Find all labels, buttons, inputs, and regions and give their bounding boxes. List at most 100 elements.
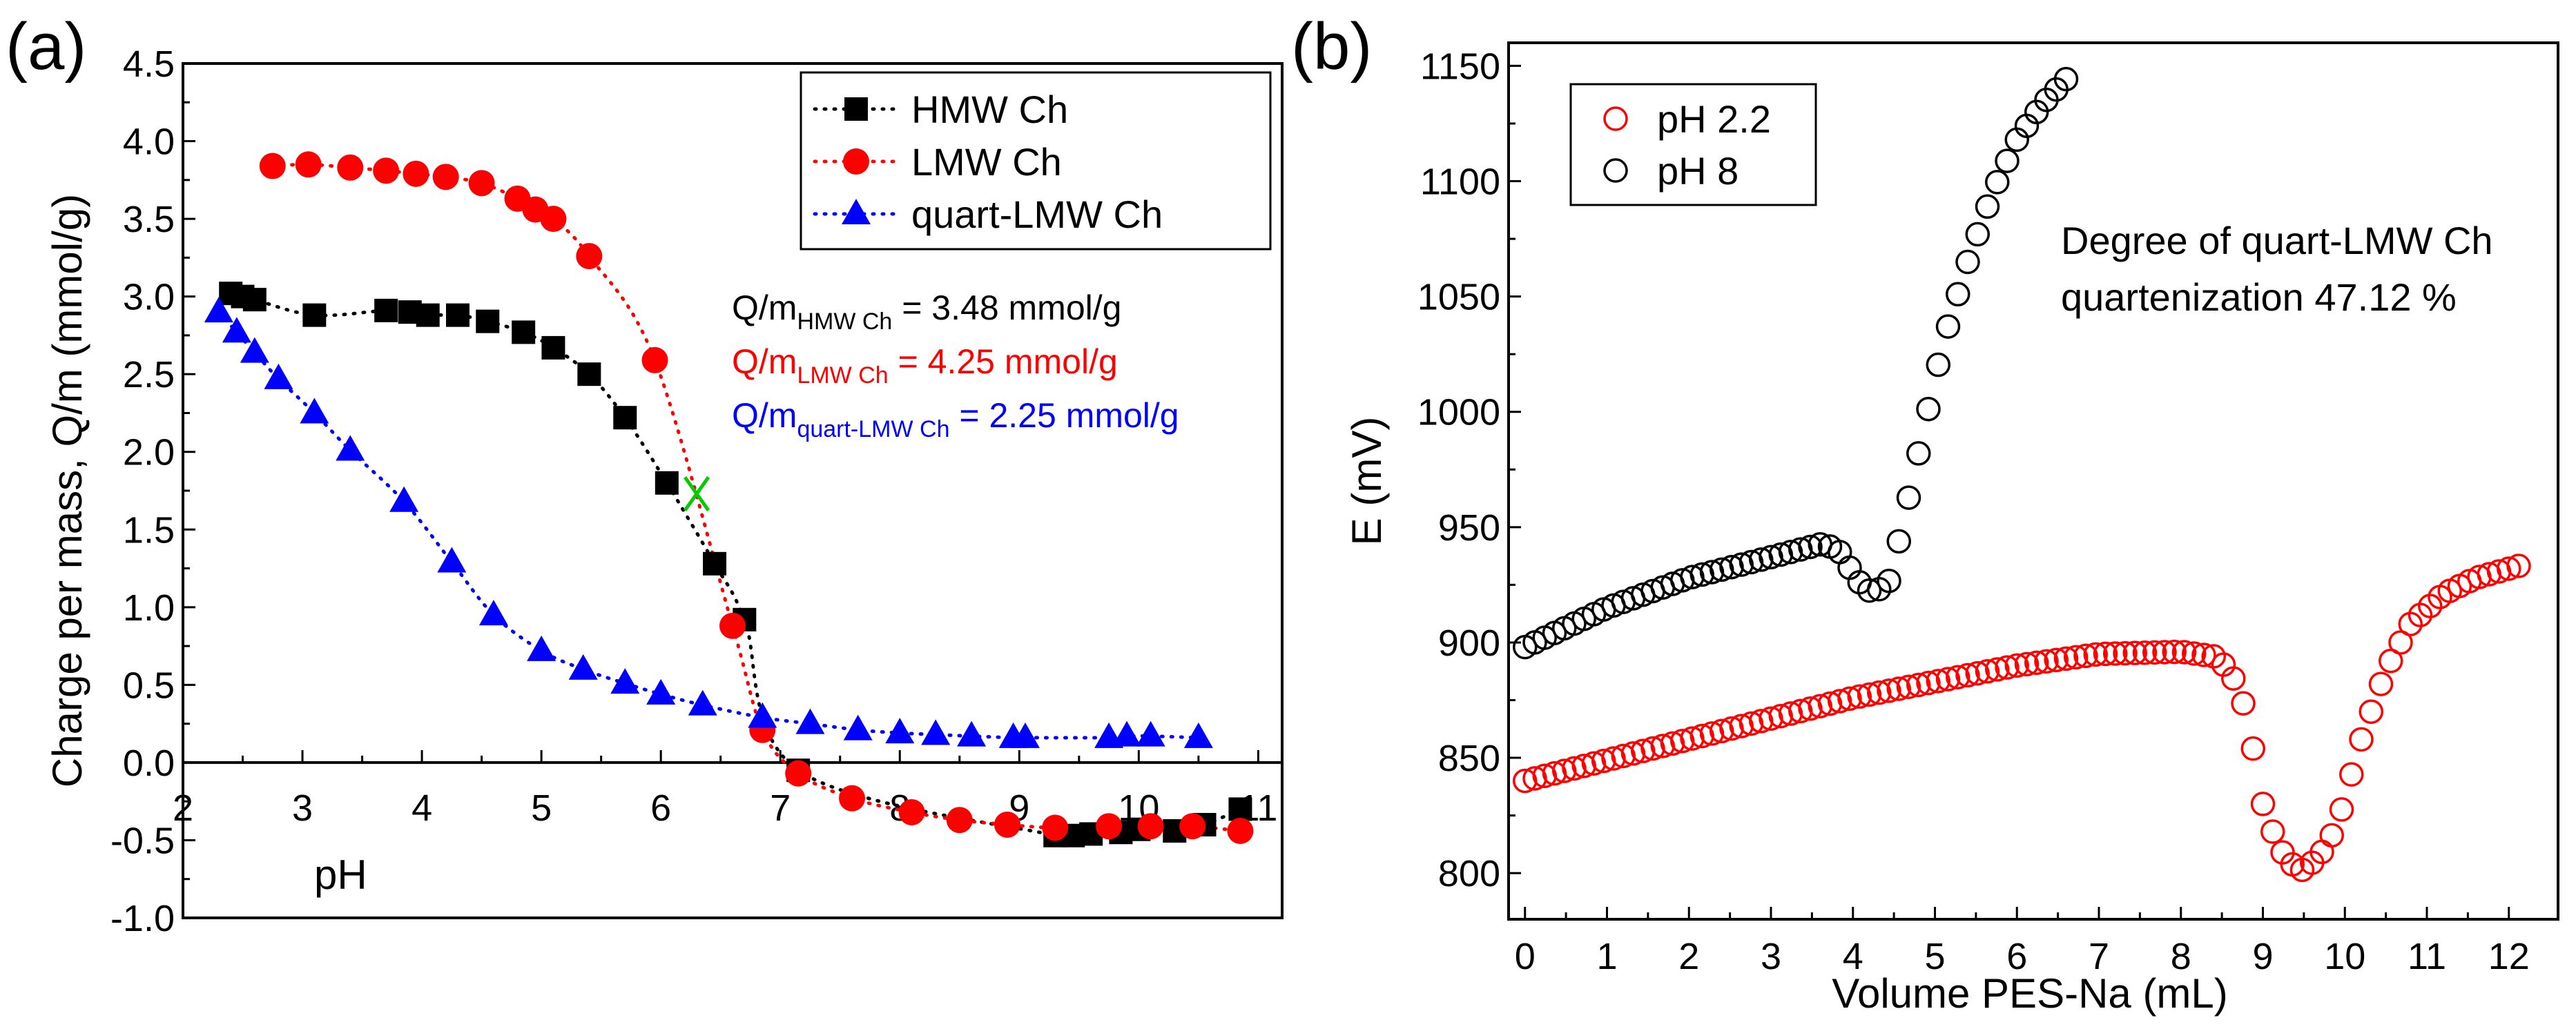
data-point-a-1: [1227, 817, 1254, 844]
y-tick-label-a: 3.0: [123, 277, 175, 318]
data-point-b-0: [2044, 647, 2069, 673]
data-point-b-0: [1886, 676, 1911, 701]
charge-annotation-prefix: Q/m: [732, 396, 797, 435]
y-tick-label-a: 3.5: [123, 199, 175, 240]
chart-b: E (mV) Volume PES-Na (mL) 80085090095010…: [1344, 41, 2559, 1017]
data-point-a-1: [259, 153, 286, 179]
data-point-b-0: [1975, 659, 2000, 684]
data-point-a-1: [839, 785, 866, 812]
data-point-a-2: [610, 668, 640, 694]
y-tick-label-a: -1.0: [110, 898, 175, 939]
data-point-b-1: [1896, 485, 1921, 510]
y-tick-label-a: 4.5: [123, 43, 175, 85]
x-tick-label-a: 7: [770, 787, 791, 829]
y-tick-label-b: 900: [1438, 623, 1500, 664]
legend-label-b: pH 8: [1657, 149, 1739, 193]
data-point-b-0: [2064, 645, 2089, 670]
charge-annotation: Q/mHMW Ch = 3.48 mmol/g: [732, 288, 1121, 335]
data-point-b-0: [2083, 642, 2108, 667]
plot-area-b: [1507, 41, 2559, 921]
data-point-b-1: [1798, 534, 1823, 560]
chart-a: Charge per mass, Q/m (mmol/g) pH -1.0 -0.…: [44, 43, 1284, 939]
data-point-b-0: [2182, 641, 2207, 666]
charge-annotation-sub: HMW Ch: [797, 308, 892, 335]
legend-marker-a: [843, 148, 869, 175]
data-point-b-0: [2152, 640, 2177, 665]
data-point-b-0: [2142, 640, 2167, 665]
data-point-b-1: [1877, 568, 1901, 594]
y-tick-label-a: 1.0: [123, 587, 175, 629]
data-point-b-0: [2191, 643, 2216, 667]
data-point-a-2: [264, 363, 293, 389]
data-point-b-1: [1935, 314, 1961, 339]
legend-label-b: pH 2.2: [1657, 97, 1771, 141]
x-tick-label-b: 4: [1843, 936, 1863, 977]
data-point-b-0: [2329, 797, 2354, 822]
data-point-a-1: [994, 811, 1020, 838]
data-point-b-0: [2359, 699, 2383, 724]
data-point-a-1: [403, 160, 429, 187]
x-tick-label-b: 7: [2089, 936, 2109, 977]
y-axis-label-a: Charge per mass, Q/m (mmol/g): [44, 194, 90, 787]
y-tick-label-b: 1000: [1417, 392, 1500, 433]
data-point-b-0: [1847, 684, 1872, 709]
y-tick-label-a: -0.5: [110, 820, 175, 861]
data-point-a-1: [576, 243, 603, 270]
data-point-b-1: [1916, 396, 1941, 422]
x-tick-label-a: 5: [531, 787, 552, 829]
data-point-a-2: [204, 297, 233, 323]
data-point-a-0: [541, 335, 565, 360]
data-point-b-0: [2004, 653, 2029, 678]
legend-label-a: LMW Ch: [911, 140, 1062, 184]
data-point-b-1: [2053, 66, 2079, 92]
data-point-b-0: [2349, 727, 2374, 752]
x-tick-label-b: 8: [2171, 936, 2191, 977]
data-point-a-0: [416, 303, 440, 327]
data-point-b-0: [2053, 646, 2079, 672]
legend-box-b: [1569, 83, 1817, 206]
data-point-a-1: [946, 807, 973, 834]
data-point-a-2: [1010, 722, 1040, 748]
degree-annotation: Degree of quart-LMW Ch: [2061, 219, 2493, 262]
x-tick-label-b: 3: [1761, 936, 1781, 977]
charge-annotation-suffix: = 3.48 mmol/g: [892, 288, 1121, 327]
data-point-a-1: [1096, 813, 1123, 840]
data-point-b-1: [1926, 352, 1950, 378]
data-point-b-0: [2221, 666, 2246, 691]
y-tick-label-a: 2.5: [123, 354, 175, 395]
data-point-a-1: [337, 154, 364, 181]
data-point-b-0: [2379, 648, 2403, 674]
legend-marker-a: [842, 199, 871, 224]
data-point-b-0: [2034, 649, 2059, 674]
data-point-a-2: [478, 600, 508, 626]
panel-b-label: (b): [1291, 10, 1372, 84]
data-point-a-0: [512, 320, 536, 344]
data-point-b-0: [2122, 640, 2147, 665]
charge-annotation-sub: quart-LMW Ch: [797, 416, 949, 442]
data-point-a-2: [437, 547, 467, 573]
data-point-b-0: [2368, 672, 2394, 696]
legend-label-a: quart-LMW Ch: [911, 193, 1163, 236]
charge-annotation-suffix: = 4.25 mmol/g: [889, 342, 1118, 381]
data-point-a-2: [748, 702, 777, 728]
data-point-b-0: [1985, 657, 2010, 682]
data-point-a-0: [476, 309, 500, 333]
legend-box-a: [800, 71, 1272, 251]
data-point-b-0: [1867, 680, 1892, 705]
x-tick-label-a: 6: [650, 787, 671, 829]
data-point-b-0: [1877, 678, 1901, 703]
data-point-b-1: [1965, 222, 1990, 247]
data-point-b-0: [1955, 663, 1980, 688]
x-tick-label-a: 3: [292, 787, 313, 829]
data-point-b-1: [1946, 282, 1970, 307]
data-point-a-0: [302, 303, 327, 327]
data-point-b-0: [2260, 819, 2285, 844]
data-point-a-2: [336, 435, 365, 461]
x-tick-label-b: 6: [2006, 936, 2027, 977]
x-tick-label-b: 12: [2488, 936, 2530, 977]
data-point-b-0: [2506, 553, 2531, 578]
data-point-b-0: [2103, 641, 2128, 666]
charge-annotation-prefix: Q/m: [732, 288, 797, 327]
panel-a-label: (a): [6, 10, 86, 84]
data-point-b-0: [1946, 665, 1970, 689]
